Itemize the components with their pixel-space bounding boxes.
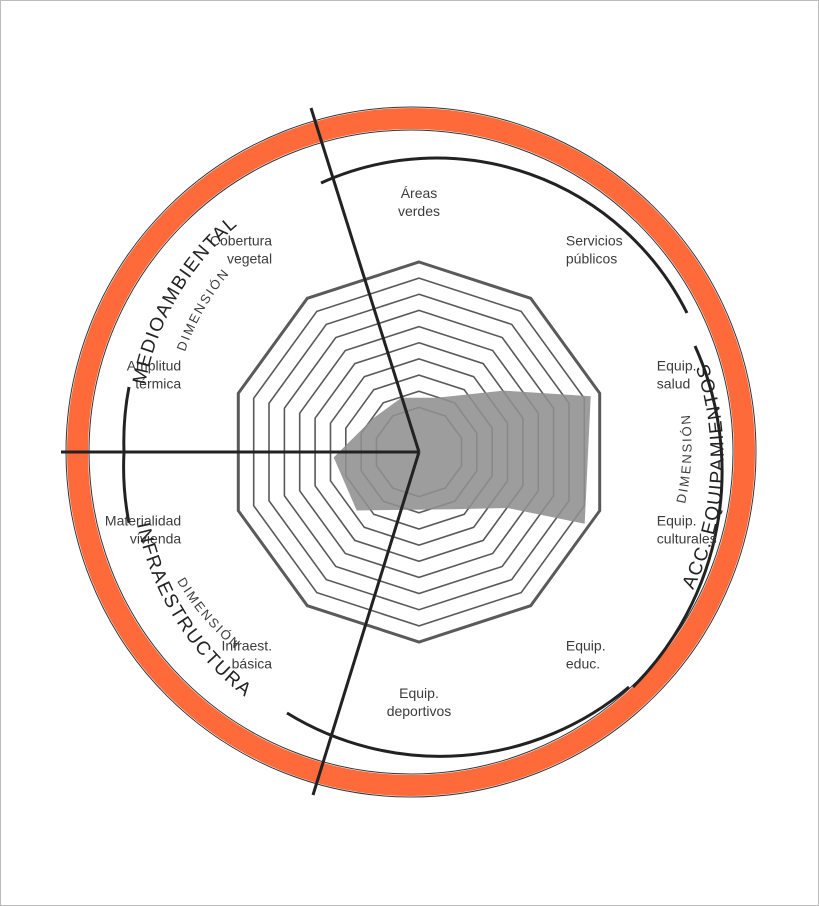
radar-axis-label: Materialidad vivienda: [105, 512, 181, 546]
radar-axis-label: Equip. educ.: [566, 637, 606, 671]
arc-left-lower: [122, 451, 131, 524]
radar-axis-label: Cobertura vegetal: [210, 233, 272, 267]
radar-web-level-10: [236, 260, 602, 644]
radar-axis-label-line: vivienda: [130, 530, 182, 546]
dimension-arcs: [122, 156, 724, 758]
radar-axis-label-line: Áreas: [401, 185, 438, 201]
divider-bottom: [311, 451, 421, 796]
radar-axis-label-line: salud: [657, 376, 690, 392]
radar-axis-label-line: Amplitud: [127, 358, 181, 374]
radar-web-level-8: [268, 293, 570, 611]
radar-axis-label-line: verdes: [398, 203, 440, 219]
radar-web-level-9: [252, 277, 586, 627]
divider-top: [309, 107, 421, 453]
radar-axis-label-line: térmica: [135, 376, 181, 392]
radar-axis-label: Equip. deportivos: [387, 685, 452, 719]
radar-web-level-7: [283, 309, 555, 595]
radar-axis-label: Amplitud térmica: [127, 358, 182, 392]
dimension-equipamientos-subtitle: DIMENSIÓN: [673, 412, 694, 504]
radar-axis-label-line: Equip.: [566, 637, 606, 653]
arc-left-upper: [122, 386, 131, 453]
arc-bottom: [286, 685, 630, 758]
radar-axis-label-line: básica: [232, 655, 273, 671]
radar-axis-label-line: Equip.: [399, 685, 439, 701]
radar-axis-label-line: Equip.: [657, 512, 697, 528]
radar-axis-label-line: Infraest.: [222, 637, 273, 653]
radar-axis-label-line: Servicios: [566, 233, 623, 249]
radar-axis-label: Equip. culturales: [657, 512, 717, 546]
radar-axis-label-line: culturales: [657, 530, 717, 546]
radar-axis-label-line: deportivos: [387, 703, 452, 719]
arc-top: [320, 156, 689, 314]
radar-axis-label-line: Materialidad: [105, 512, 181, 528]
dimension-dividers: [61, 107, 421, 796]
radar-axis-label-line: vegetal: [227, 251, 272, 267]
radar-axis-label-line: públicos: [566, 251, 617, 267]
radar-axis-label: Servicios públicos: [566, 233, 623, 267]
arc-right: [631, 345, 724, 689]
radar-axis-label-line: Equip.: [657, 358, 697, 374]
radar-data-area: [333, 390, 591, 524]
radar-axis-label: Equip. salud: [657, 358, 697, 392]
radar-axis-label: Áreas verdes: [398, 185, 440, 219]
radar-axis-label: Infraest. básica: [222, 637, 273, 671]
radar-axis-label-line: educ.: [566, 655, 600, 671]
radar-axis-label-line: Cobertura: [210, 233, 272, 249]
